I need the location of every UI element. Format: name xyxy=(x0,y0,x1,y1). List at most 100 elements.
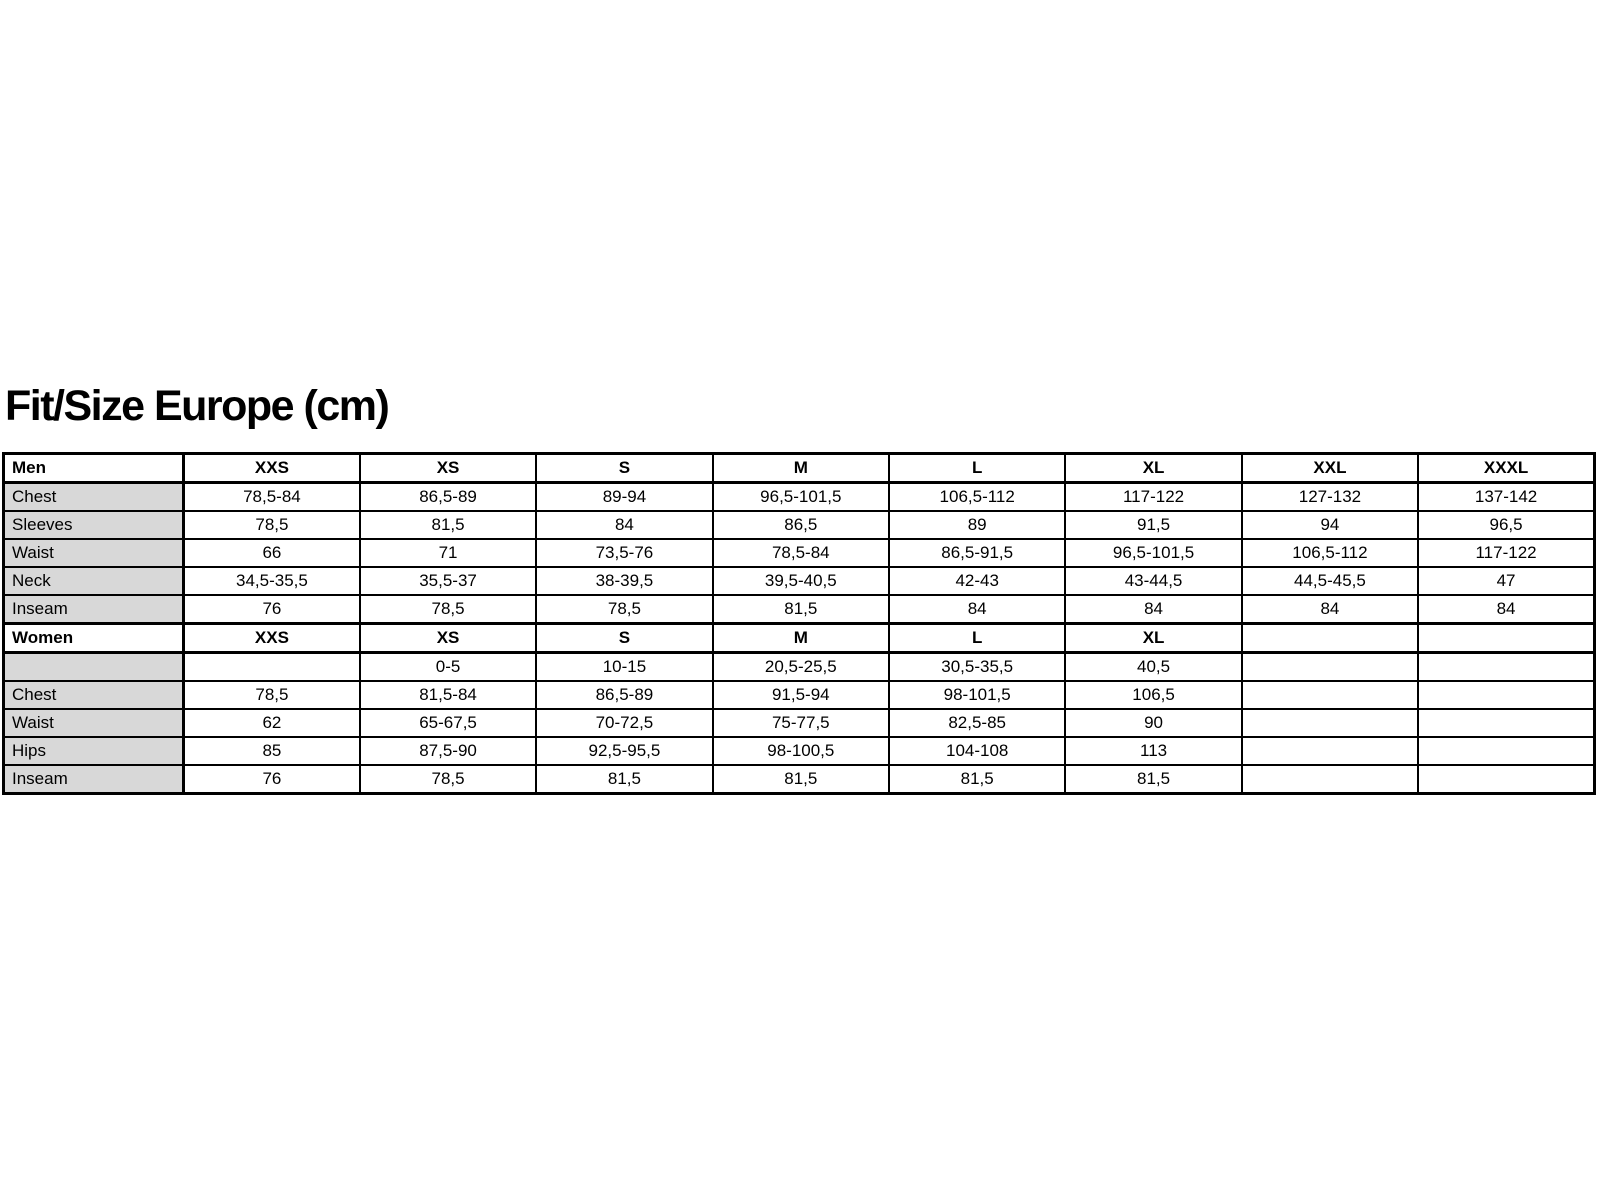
women-value-cell: 20,5-25,5 xyxy=(711,651,891,682)
women-value-cell: 81,5 xyxy=(1064,764,1243,795)
women-table-row: Chest 78,5 81,5-84 86,5-89 91,5-94 98-101,5 10… xyxy=(2,680,1596,710)
women-value-cell: 0-5 xyxy=(358,651,538,682)
men-value-cell: 66 xyxy=(182,538,361,568)
men-size-header-cell: XXXL xyxy=(1417,452,1596,484)
women-row-label-cell: Waist xyxy=(2,708,185,738)
men-value-cell: 84 xyxy=(535,510,714,540)
men-value-cell: 47 xyxy=(1417,566,1596,596)
men-value-cell: 78,5 xyxy=(182,510,361,540)
men-value-cell: 89-94 xyxy=(535,481,714,512)
men-value-cell: 89 xyxy=(887,510,1067,540)
women-value-cell xyxy=(1240,680,1420,710)
men-value-cell: 96,5-101,5 xyxy=(1064,538,1243,568)
men-value-cell: 78,5 xyxy=(535,594,714,625)
women-value-cell: 98-101,5 xyxy=(887,680,1067,710)
women-section-label-cell: Women xyxy=(2,622,185,654)
men-value-cell: 86,5-91,5 xyxy=(887,538,1067,568)
men-value-cell: 73,5-76 xyxy=(535,538,714,568)
men-header-row: Men XXS XS S M L XL XXL XXXL xyxy=(2,452,1596,484)
women-value-cell: 40,5 xyxy=(1064,651,1243,682)
men-value-cell: 94 xyxy=(1240,510,1420,540)
women-value-cell: 62 xyxy=(182,708,361,738)
men-value-cell: 84 xyxy=(1417,594,1596,625)
women-value-cell xyxy=(182,651,361,682)
women-value-cell: 30,5-35,5 xyxy=(887,651,1067,682)
men-row-label-cell: Chest xyxy=(2,481,185,512)
women-value-cell: 81,5-84 xyxy=(358,680,538,710)
women-value-cell xyxy=(1417,708,1596,738)
men-value-cell: 71 xyxy=(358,538,538,568)
women-value-cell xyxy=(1417,651,1596,682)
women-size-header-cell: XS xyxy=(358,622,538,654)
women-table-row: Waist 62 65-67,5 70-72,5 75-77,5 82,5-85 90 xyxy=(2,708,1596,738)
men-value-cell: 137-142 xyxy=(1417,481,1596,512)
men-value-cell: 81,5 xyxy=(711,594,891,625)
women-size-header-cell: XL xyxy=(1064,622,1243,654)
men-value-cell: 84 xyxy=(1064,594,1243,625)
men-row-label-cell: Sleeves xyxy=(2,510,185,540)
men-size-header-cell: XXS xyxy=(182,452,361,484)
women-value-cell: 76 xyxy=(182,764,361,795)
women-value-cell: 91,5-94 xyxy=(711,680,891,710)
men-table-row: Chest 78,5-84 86,5-89 89-94 96,5-101,5 106,5-… xyxy=(2,481,1596,512)
men-value-cell: 35,5-37 xyxy=(358,566,538,596)
women-value-cell: 90 xyxy=(1064,708,1243,738)
men-value-cell: 91,5 xyxy=(1064,510,1243,540)
women-value-cell: 82,5-85 xyxy=(887,708,1067,738)
women-row-label-cell: Hips xyxy=(2,736,185,766)
men-value-cell: 78,5-84 xyxy=(182,481,361,512)
women-size-header-cell: XXS xyxy=(182,622,361,654)
men-value-cell: 44,5-45,5 xyxy=(1240,566,1420,596)
women-row-label-cell: Inseam xyxy=(2,764,185,795)
men-row-label-cell: Neck xyxy=(2,566,185,596)
women-size-header-cell: M xyxy=(711,622,891,654)
men-value-cell: 86,5-89 xyxy=(358,481,538,512)
women-value-cell: 85 xyxy=(182,736,361,766)
men-row-label-cell: Waist xyxy=(2,538,185,568)
women-value-cell: 75-77,5 xyxy=(711,708,891,738)
men-size-header-cell: XS xyxy=(358,452,538,484)
women-value-cell: 65-67,5 xyxy=(358,708,538,738)
women-value-cell xyxy=(1240,708,1420,738)
men-value-cell: 78,5 xyxy=(358,594,538,625)
men-table-row: Neck 34,5-35,5 35,5-37 38-39,5 39,5-40,5 42-4… xyxy=(2,566,1596,596)
men-value-cell: 86,5 xyxy=(711,510,891,540)
men-value-cell: 117-122 xyxy=(1064,481,1243,512)
men-value-cell: 106,5-112 xyxy=(1240,538,1420,568)
men-value-cell: 96,5-101,5 xyxy=(711,481,891,512)
women-value-cell: 78,5 xyxy=(182,680,361,710)
men-value-cell: 34,5-35,5 xyxy=(182,566,361,596)
men-value-cell: 81,5 xyxy=(358,510,538,540)
men-size-header-cell: L xyxy=(887,452,1067,484)
women-table-row: 0-5 10-15 20,5-25,5 30,5-35,5 40,5 xyxy=(2,651,1596,682)
men-size-header-cell: XL xyxy=(1064,452,1243,484)
women-value-cell: 104-108 xyxy=(887,736,1067,766)
men-value-cell: 84 xyxy=(887,594,1067,625)
women-value-cell: 10-15 xyxy=(535,651,714,682)
men-table-row: Sleeves 78,5 81,5 84 86,5 89 91,5 94 96,5 xyxy=(2,510,1596,540)
men-table-row: Waist 66 71 73,5-76 78,5-84 86,5-91,5 96,5-101… xyxy=(2,538,1596,568)
women-value-cell xyxy=(1240,764,1420,795)
men-value-cell: 38-39,5 xyxy=(535,566,714,596)
men-value-cell: 42-43 xyxy=(887,566,1067,596)
women-row-label-cell xyxy=(2,651,185,682)
women-value-cell: 81,5 xyxy=(887,764,1067,795)
men-value-cell: 43-44,5 xyxy=(1064,566,1243,596)
women-value-cell: 87,5-90 xyxy=(358,736,538,766)
men-size-header-cell: XXL xyxy=(1240,452,1420,484)
women-value-cell: 98-100,5 xyxy=(711,736,891,766)
men-value-cell: 84 xyxy=(1240,594,1420,625)
women-size-header-cell: S xyxy=(535,622,714,654)
women-value-cell: 92,5-95,5 xyxy=(535,736,714,766)
men-value-cell: 76 xyxy=(182,594,361,625)
women-size-header-cell xyxy=(1240,622,1420,654)
women-value-cell: 81,5 xyxy=(535,764,714,795)
men-table-row: Inseam 76 78,5 78,5 81,5 84 84 84 84 xyxy=(2,594,1596,625)
women-row-label-cell: Chest xyxy=(2,680,185,710)
women-value-cell: 78,5 xyxy=(358,764,538,795)
women-value-cell xyxy=(1240,651,1420,682)
men-section-label-cell: Men xyxy=(2,452,185,484)
women-value-cell: 70-72,5 xyxy=(535,708,714,738)
page-title: Fit/Size Europe (cm) xyxy=(5,382,390,430)
women-table-row: Inseam 76 78,5 81,5 81,5 81,5 81,5 xyxy=(2,764,1596,795)
